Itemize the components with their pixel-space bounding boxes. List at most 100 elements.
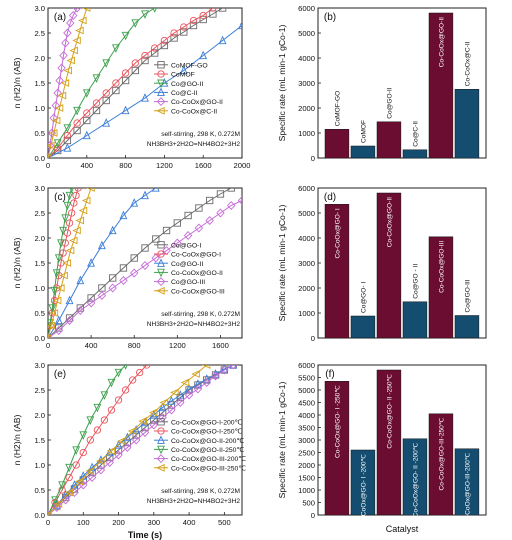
panel-label: (a)	[54, 12, 66, 23]
x-tick-label: 400	[183, 518, 196, 527]
y-tick-label: 0.5	[34, 129, 45, 138]
x-tick-label: 500	[218, 518, 231, 527]
y-tick-label: 0	[311, 334, 315, 343]
annotation-equation: NH3BH3+2H2O=NH4BO2+3H2	[147, 321, 241, 328]
legend-entry: CoMOF	[171, 72, 195, 79]
x-tick-label: 800	[119, 161, 132, 170]
y-tick-label: 3000	[298, 79, 315, 88]
bar-label: Co@C-II	[413, 121, 420, 147]
legend: Co@GO-ICo-CoOx@GO-ICo@GO-IICo-CoOx@GO-II…	[154, 242, 225, 296]
y-tick-label: 5000	[298, 29, 315, 38]
data-point	[260, 184, 267, 192]
legend-entry: Co-CoOx@GO-II	[171, 99, 223, 106]
bar-5	[455, 89, 479, 158]
panel-label: (c)	[54, 192, 66, 203]
y-tick-label: 0	[311, 511, 315, 520]
y-tick-label: 1.0	[34, 104, 45, 113]
legend-entry: Co-CoOx@GO-II-200℃	[171, 438, 244, 445]
bar-0	[325, 129, 349, 158]
bar-2	[377, 122, 401, 158]
x-tick-label: 1600	[195, 161, 212, 170]
y-tick-label: 1500	[298, 473, 315, 482]
annotation-equation: NH3BH3+2H2O=NH4BO2+3H2	[147, 498, 241, 505]
series-2	[45, 184, 159, 341]
y-tick-label: 2.5	[34, 29, 45, 38]
y-tick-label: 2.5	[34, 209, 45, 218]
annotation-equation: NH3BH3+2H2O=NH4BO2+3H2	[147, 141, 241, 148]
y-tick-label: 2.0	[34, 411, 45, 420]
y-tick-label: 2000	[298, 104, 315, 113]
bar-label: Co-CoOx@GO-II	[439, 17, 446, 67]
y-tick-label: 1000	[298, 309, 315, 318]
bar-label: Co-CoOx@GO- I -200℃	[361, 453, 368, 526]
bar-label: Co@GO-III	[465, 279, 472, 312]
panel-label: (d)	[324, 192, 336, 203]
y-tick-label: 0.0	[34, 334, 45, 343]
annotation-conditions: self-stirring, 298 K, 0.272M	[161, 488, 240, 495]
data-point	[258, 4, 264, 11]
y-axis-label: Specific rate (mL min-1 gCo-1)	[277, 25, 287, 142]
legend-entry: Co-CoOx@GO-III-200℃	[171, 456, 246, 463]
y-tick-label: 500	[302, 498, 315, 507]
x-axis-label: Catalyst	[386, 524, 419, 534]
bar-3	[403, 302, 427, 338]
legend-entry: Co-CoOx@GO-III-250℃	[171, 465, 246, 472]
y-tick-label: 5500	[298, 373, 315, 382]
x-tick-label: 1200	[156, 161, 173, 170]
bar-label: Co@GO - II	[413, 264, 420, 299]
series-line	[48, 188, 72, 338]
y-tick-label: 4000	[298, 54, 315, 63]
y-tick-label: 6000	[298, 361, 315, 370]
y-tick-label: 4500	[298, 398, 315, 407]
x-tick-label: 0	[46, 518, 50, 527]
y-tick-label: 0	[311, 154, 315, 163]
y-tick-label: 6000	[298, 184, 315, 193]
y-tick-label: 5000	[298, 209, 315, 218]
panel-f: 0 500 1000 1500 2000 2500 3000 3500 4000 4500 5000…	[277, 361, 486, 534]
annotation-conditions: self-stirring, 298 K, 0.272M	[161, 131, 240, 138]
y-tick-label: 5000	[298, 386, 315, 395]
x-tick-label: 200	[112, 518, 125, 527]
bar-label: Co-CoOx@GO- II -250℃	[387, 373, 394, 448]
y-tick-label: 3000	[298, 436, 315, 445]
bar-label: Co-CoOx@C-II	[465, 41, 472, 86]
y-tick-label: 3.0	[34, 361, 45, 370]
bar-label: Co-CoOx@GO- I	[335, 208, 342, 258]
legend-entry: Co-CoOx@GO-III	[171, 288, 225, 295]
bar-label: Co-CoOx@GO-III	[439, 241, 446, 293]
y-tick-label: 3.0	[34, 4, 45, 13]
y-tick-label: 0.0	[34, 511, 45, 520]
data-point	[249, 190, 256, 198]
legend-entry: Co-CoOx@GO-II-250℃	[171, 447, 244, 454]
panel-label: (f)	[325, 369, 334, 380]
panel-c: 0.00.51.01.52.02.53.0n (H2)/n (AB)(c)0 40…	[12, 184, 267, 350]
bar-label: Co@GO- I	[361, 282, 368, 313]
panel-b: 0100020003000400050006000Specific rate (…	[277, 4, 486, 163]
y-tick-label: 2500	[298, 448, 315, 457]
series-1	[45, 362, 150, 518]
panel-a: 0.00.51.01.52.02.53.0n (H2)/n (AB)(a)0 40…	[12, 4, 265, 170]
y-axis-label: Specific rate (mL min-1 gCo-1)	[277, 382, 287, 499]
legend-entry: Co-CoOx@GO-I	[171, 252, 221, 259]
y-tick-label: 1.0	[34, 284, 45, 293]
x-tick-label: 2000	[234, 161, 251, 170]
bar-label: Co-CoOx@GO-III-250℃	[439, 417, 446, 490]
y-tick-label: 4000	[298, 234, 315, 243]
legend: CoMOF-GOCoMOFCo@GO-IICo@C-IICo-CoOx@GO-I…	[154, 62, 223, 116]
y-tick-label: 2000	[298, 461, 315, 470]
panel-d: 0100020003000400050006000Specific rate (…	[277, 184, 486, 343]
legend-entry: CoMOF-GO	[171, 62, 208, 69]
panel-label: (e)	[54, 369, 66, 380]
y-tick-label: 2000	[298, 284, 315, 293]
y-tick-label: 1.5	[34, 436, 45, 445]
bar-label: Co-CoOx@GO- I -250℃	[335, 385, 342, 458]
bar-label: Co-CoOx@GO-II	[387, 197, 394, 247]
x-tick-label: 400	[85, 341, 98, 350]
y-tick-label: 0.0	[34, 154, 45, 163]
bar-5	[455, 316, 479, 339]
y-tick-label: 1.0	[34, 461, 45, 470]
bar-label: Co-CoOx@GO- II -200℃	[413, 442, 420, 517]
x-tick-label: 100	[77, 518, 90, 527]
legend-entry: Co-CoOx@C-II	[171, 108, 217, 115]
